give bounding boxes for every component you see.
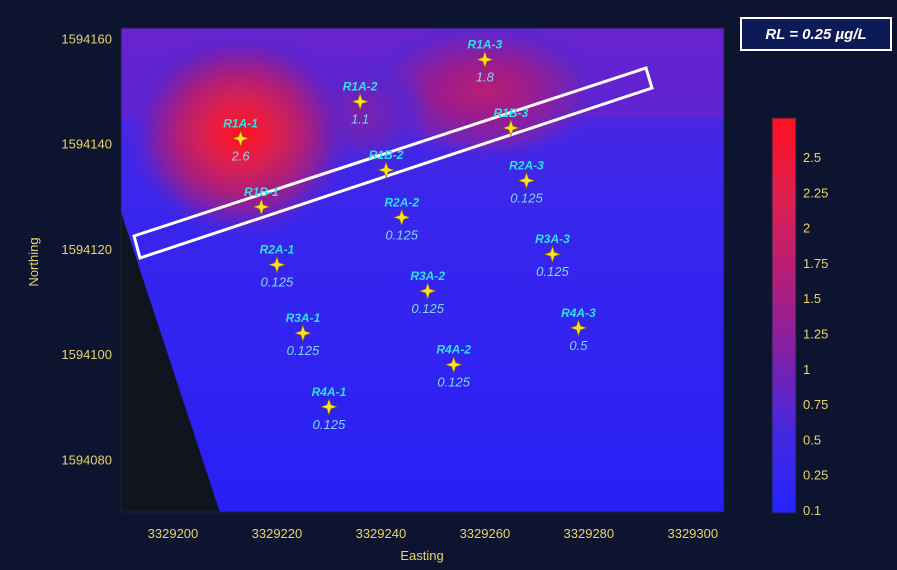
colorbar-label: 0.1 — [803, 503, 821, 518]
well-value-label: 0.5 — [569, 338, 588, 353]
well-marker — [351, 92, 370, 111]
well-r2a-1: R2A-1 0.125 — [260, 243, 295, 290]
well-name-label: R4A-3 — [561, 306, 596, 320]
well-r2a-2: R2A-2 0.125 — [384, 195, 419, 242]
well-value-label: 0.125 — [261, 275, 294, 290]
well-marker — [392, 208, 411, 227]
concentration-field — [121, 28, 724, 512]
well-value-label: 1.8 — [476, 70, 495, 85]
well-marker — [319, 397, 338, 416]
trench-outline — [132, 66, 654, 260]
well-value-label: 0.125 — [437, 375, 470, 390]
well-value-label: 0.125 — [287, 343, 320, 358]
well-value-label: 0.125 — [536, 264, 569, 279]
colorbar-label: 0.75 — [803, 397, 828, 412]
well-marker — [475, 50, 494, 69]
colorbar-label: 1 — [803, 362, 810, 377]
well-marker — [252, 197, 271, 216]
well-r3a-2: R3A-2 0.125 — [410, 269, 445, 316]
y-tick-label: 1594080 — [61, 452, 112, 467]
well-marker — [267, 255, 286, 274]
well-marker — [569, 318, 588, 337]
well-r3a-3: R3A-3 0.125 — [535, 232, 570, 279]
y-tick-label: 1594100 — [61, 347, 112, 362]
well-name-label: R2A-1 — [260, 243, 295, 257]
well-value-label: 1.1 — [351, 112, 369, 127]
x-tick-label: 3329240 — [356, 526, 407, 541]
well-r1b-2: R1B-2 — [369, 148, 404, 179]
well-r1a-3: R1A-3 1.8 — [468, 38, 503, 85]
well-name-label: R1B-1 — [244, 185, 279, 199]
well-r1b-3: R1B-3 — [494, 106, 529, 137]
well-name-label: R2A-2 — [384, 195, 419, 209]
well-value-label: 2.6 — [231, 148, 251, 163]
x-tick-label: 3329260 — [460, 526, 511, 541]
well-value-label: 0.125 — [313, 417, 346, 432]
colorbar-label: 1.25 — [803, 327, 828, 342]
well-name-label: R4A-2 — [436, 343, 471, 357]
colorbar-label: 0.5 — [803, 432, 821, 447]
colorbar-label: 2.25 — [803, 185, 828, 200]
well-r4a-3: R4A-3 0.5 — [561, 306, 596, 353]
well-r1a-1: R1A-1 2.6 — [223, 116, 258, 163]
colorbar-scale — [771, 117, 797, 514]
well-name-label: R2A-3 — [509, 159, 544, 173]
x-tick-label: 3329280 — [564, 526, 615, 541]
well-r4a-1: R4A-1 0.125 — [312, 385, 347, 432]
well-marker — [418, 282, 437, 300]
no-data-region — [121, 212, 220, 512]
colorbar: 2.5 2.25 2 1.75 1.5 1.25 1 0.75 0.5 0.25 0.1 — [771, 117, 828, 518]
well-name-label: R3A-3 — [535, 232, 570, 246]
colorbar-label: 2 — [803, 221, 810, 236]
well-r1a-2: R1A-2 1.1 — [343, 80, 378, 127]
well-marker — [517, 171, 536, 190]
well-marker — [543, 245, 562, 264]
x-tick-label: 3329300 — [667, 526, 718, 541]
axes: 3329200 3329220 3329240 3329260 3329280 33293… — [61, 27, 725, 541]
well-marker — [501, 119, 520, 137]
y-tick-label: 1594140 — [61, 137, 112, 152]
well-marker — [377, 161, 396, 179]
colorbar-label: 1.5 — [803, 291, 821, 306]
well-name-label: R1A-1 — [223, 116, 258, 130]
wells-layer: R1A-1 2.6 R1A-2 1.1 R1A-3 1.8 R1B-1 R1B-2 R1B-3 R… — [223, 38, 596, 432]
x-axis-label: Easting — [400, 548, 443, 563]
plot-frame — [120, 27, 725, 513]
well-name-label: R1A-2 — [343, 80, 378, 94]
well-r4a-2: R4A-2 0.125 — [436, 343, 471, 390]
x-tick-label: 3329200 — [148, 526, 199, 541]
colorbar-label: 2.5 — [803, 150, 821, 165]
x-tick-label: 3329220 — [252, 526, 303, 541]
well-value-label: 0.125 — [385, 227, 418, 242]
colorbar-label: 0.25 — [803, 468, 828, 483]
well-marker — [444, 355, 463, 374]
y-axis-label: Northing — [26, 237, 41, 286]
reporting-limit-label: RL = 0.25 µg/L — [740, 17, 892, 51]
well-r1b-1: R1B-1 — [244, 185, 279, 216]
colorbar-label: 1.75 — [803, 256, 828, 271]
well-value-label: 0.125 — [510, 191, 543, 206]
well-r3a-1: R3A-1 0.125 — [286, 311, 321, 358]
well-name-label: R1B-2 — [369, 148, 404, 162]
well-marker — [231, 129, 250, 148]
y-tick-label: 1594160 — [61, 32, 112, 47]
well-name-label: R3A-1 — [286, 311, 321, 325]
well-name-label: R4A-1 — [312, 385, 347, 399]
well-name-label: R3A-2 — [410, 269, 445, 283]
y-tick-label: 1594120 — [61, 242, 112, 257]
well-value-label: 0.125 — [411, 301, 444, 316]
well-r2a-3: R2A-3 0.125 — [509, 159, 544, 206]
well-name-label: R1B-3 — [494, 106, 529, 120]
well-marker — [293, 324, 312, 343]
well-name-label: R1A-3 — [468, 38, 503, 52]
